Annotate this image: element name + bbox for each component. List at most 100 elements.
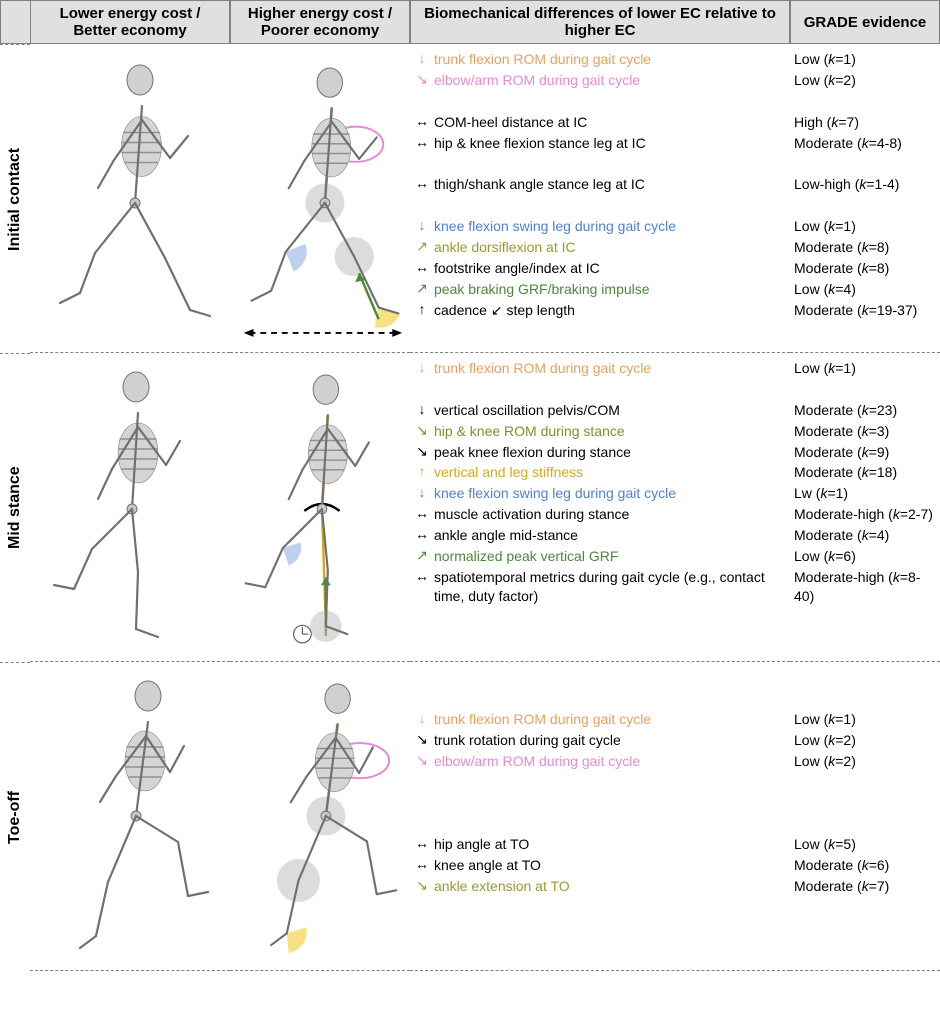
evidence-entry: Low (k=1): [794, 217, 936, 236]
trend-arrow: ↓: [414, 50, 430, 67]
header-col2: Higher energy cost / Poorer economy: [230, 0, 410, 44]
skeleton-poorer-ms: [230, 353, 410, 662]
header-blank: [0, 0, 30, 44]
trend-arrow: ↘: [414, 877, 430, 894]
biomech-text: knee flexion swing leg during gait cycle: [434, 484, 786, 503]
evidence-entry: Moderate (k=4): [794, 526, 936, 545]
biomech-entry: [414, 380, 786, 399]
skeleton-poorer-to: [230, 662, 410, 971]
biomech-entry: ↔ankle angle mid-stance: [414, 526, 786, 545]
biomech-text: ankle extension at TO: [434, 877, 786, 896]
biomech-text: trunk rotation during gait cycle: [434, 731, 786, 750]
biomech-entry: ↘peak knee flexion during stance: [414, 443, 786, 462]
evidence-list-to: Low (k=1)Low (k=2)Low (k=2) Low (k=5)Mod…: [790, 662, 940, 971]
trend-arrow: ↓: [414, 217, 430, 234]
evidence-text: Low-high (k=1-4): [794, 175, 936, 194]
evidence-entry: Low (k=6): [794, 547, 936, 566]
evidence-text: Moderate (k=4): [794, 526, 936, 545]
evidence-text: Low (k=4): [794, 280, 936, 299]
biomech-text: elbow/arm ROM during gait cycle: [434, 752, 786, 771]
evidence-entry: [794, 154, 936, 173]
biomech-text: peak knee flexion during stance: [434, 443, 786, 462]
evidence-text: Moderate (k=19-37): [794, 301, 936, 320]
evidence-text: Moderate (k=4-8): [794, 134, 936, 153]
biomech-entry: ↓knee flexion swing leg during gait cycl…: [414, 217, 786, 236]
evidence-text: Moderate (k=8): [794, 259, 936, 278]
evidence-entry: Moderate (k=4-8): [794, 134, 936, 153]
evidence-entry: Low (k=1): [794, 50, 936, 69]
evidence-text: Low (k=1): [794, 50, 936, 69]
biomech-entry: [414, 689, 786, 708]
evidence-entry: [794, 793, 936, 812]
evidence-entry: Low (k=2): [794, 731, 936, 750]
evidence-text: Moderate (k=9): [794, 443, 936, 462]
evidence-text: Low (k=1): [794, 217, 936, 236]
evidence-text: High (k=7): [794, 113, 936, 132]
evidence-list-ic: Low (k=1)Low (k=2) High (k=7)Moderate (k…: [790, 44, 940, 353]
biomech-text: ankle angle mid-stance: [434, 526, 786, 545]
evidence-text: Moderate-high (k=2-7): [794, 505, 936, 524]
row-label-ms: Mid stance: [0, 353, 30, 662]
biomech-entry: ↓trunk flexion ROM during gait cycle: [414, 359, 786, 378]
biomech-text: trunk flexion ROM during gait cycle: [434, 710, 786, 729]
biomech-text: ankle dorsiflexion at IC: [434, 238, 786, 257]
biomech-text: vertical oscillation pelvis/COM: [434, 401, 786, 420]
biomech-entry: ↔hip angle at TO: [414, 835, 786, 854]
biomech-list-to: ↓trunk flexion ROM during gait cycle↘tru…: [410, 662, 790, 971]
trend-arrow: ↗: [414, 547, 430, 564]
trend-arrow: ↘: [414, 422, 430, 439]
biomech-text: peak braking GRF/braking impulse: [434, 280, 786, 299]
biomech-entry: [414, 814, 786, 833]
trend-arrow: ↔: [414, 175, 430, 192]
biomech-text: COM-heel distance at IC: [434, 113, 786, 132]
row-label-to: Toe-off: [0, 662, 30, 971]
trend-arrow: ↑: [414, 463, 430, 480]
evidence-text: Moderate (k=18): [794, 463, 936, 482]
evidence-entry: Moderate (k=19-37): [794, 301, 936, 320]
biomech-list-ms: ↓trunk flexion ROM during gait cycle ↓ve…: [410, 353, 790, 662]
evidence-entry: Moderate (k=8): [794, 259, 936, 278]
biomech-text: trunk flexion ROM during gait cycle: [434, 50, 786, 69]
trend-arrow: ↓: [414, 401, 430, 418]
biomech-entry: ↗normalized peak vertical GRF: [414, 547, 786, 566]
biomech-entry: ↘ ankle extension at TO: [414, 877, 786, 896]
biomech-entry: ↗peak braking GRF/braking impulse: [414, 280, 786, 299]
biomech-entry: ↘trunk rotation during gait cycle: [414, 731, 786, 750]
biomech-text: hip & knee ROM during stance: [434, 422, 786, 441]
evidence-entry: [794, 814, 936, 833]
trend-arrow: ↘: [414, 752, 430, 769]
evidence-text: Moderate (k=7): [794, 877, 936, 896]
biomech-entry: ↑vertical and leg stiffness: [414, 463, 786, 482]
evidence-text: Moderate (k=8): [794, 238, 936, 257]
evidence-entry: Low (k=1): [794, 710, 936, 729]
evidence-text: Moderate (k=3): [794, 422, 936, 441]
evidence-entry: Moderate (k=6): [794, 856, 936, 875]
biomech-text: vertical and leg stiffness: [434, 463, 786, 482]
evidence-entry: Moderate (k=23): [794, 401, 936, 420]
evidence-text: Low (k=2): [794, 752, 936, 771]
biomech-entry: ↘elbow/arm ROM during gait cycle: [414, 752, 786, 771]
trend-arrow: ↔: [414, 505, 430, 522]
evidence-list-ms: Low (k=1) Moderate (k=23)Moderate (k=3)M…: [790, 353, 940, 662]
trend-arrow: ↔: [414, 134, 430, 151]
evidence-entry: [794, 668, 936, 687]
biomech-list-ic: ↓trunk flexion ROM during gait cycle↘elb…: [410, 44, 790, 353]
evidence-entry: Moderate (k=18): [794, 463, 936, 482]
evidence-text: Low (k=2): [794, 731, 936, 750]
biomech-entry: [414, 154, 786, 173]
biomech-text: hip angle at TO: [434, 835, 786, 854]
biomech-entry: ↘elbow/arm ROM during gait cycle: [414, 71, 786, 90]
biomech-entry: ↔COM-heel distance at IC: [414, 113, 786, 132]
biomech-text: normalized peak vertical GRF: [434, 547, 786, 566]
skeleton-poorer-ic: [230, 44, 410, 353]
trend-arrow: ↘: [414, 71, 430, 88]
figure-grid: Lower energy cost / Better economy Highe…: [0, 0, 940, 971]
trend-arrow: ↔: [414, 835, 430, 852]
trend-arrow: ↔: [414, 568, 430, 585]
biomech-text: cadence ↙ step length: [434, 301, 786, 320]
skeleton-better-to: [30, 662, 230, 971]
biomech-entry: ↓trunk flexion ROM during gait cycle: [414, 50, 786, 69]
biomech-text: knee flexion swing leg during gait cycle: [434, 217, 786, 236]
row-label-ic: Initial contact: [0, 44, 30, 353]
header-col3: Biomechanical differences of lower EC re…: [410, 0, 790, 44]
